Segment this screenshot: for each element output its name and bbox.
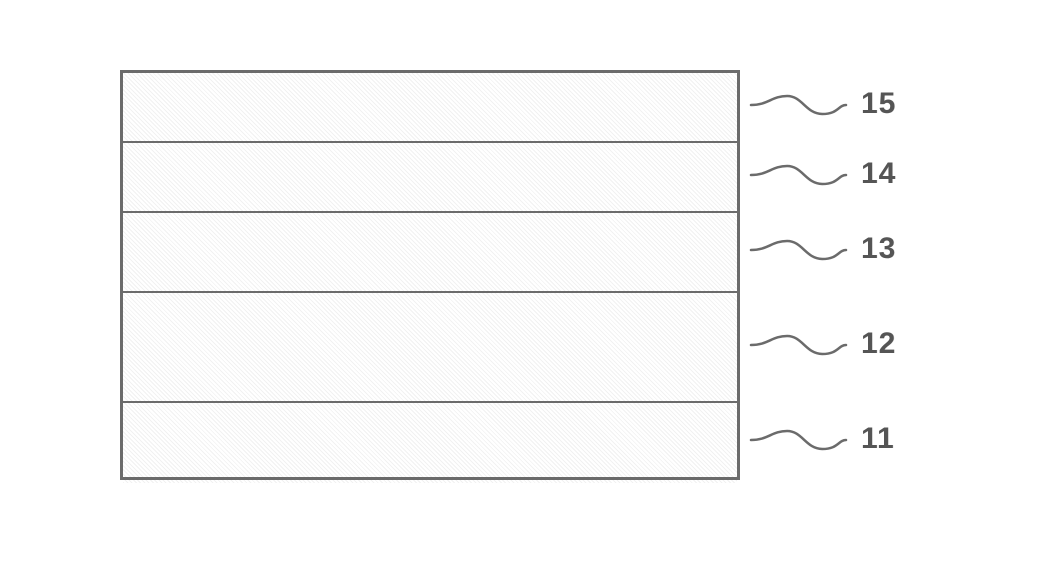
leader-l13: [751, 237, 846, 263]
leader-l11: [751, 427, 846, 453]
layer-stack: [120, 70, 740, 480]
layer-l13: [123, 213, 737, 293]
label-l13: 13: [861, 232, 896, 266]
leader-l14: [751, 162, 846, 188]
leader-l15: [751, 92, 846, 118]
leader-l12: [751, 332, 846, 358]
diagram-canvas: 15 14 13 12 11: [0, 0, 1038, 586]
layer-l12: [123, 293, 737, 403]
label-l14: 14: [861, 157, 896, 191]
label-l11: 11: [861, 422, 895, 456]
label-l15: 15: [861, 87, 896, 121]
label-l12: 12: [861, 327, 896, 361]
layer-l15: [123, 73, 737, 143]
layer-l11: [123, 403, 737, 483]
layer-l14: [123, 143, 737, 213]
